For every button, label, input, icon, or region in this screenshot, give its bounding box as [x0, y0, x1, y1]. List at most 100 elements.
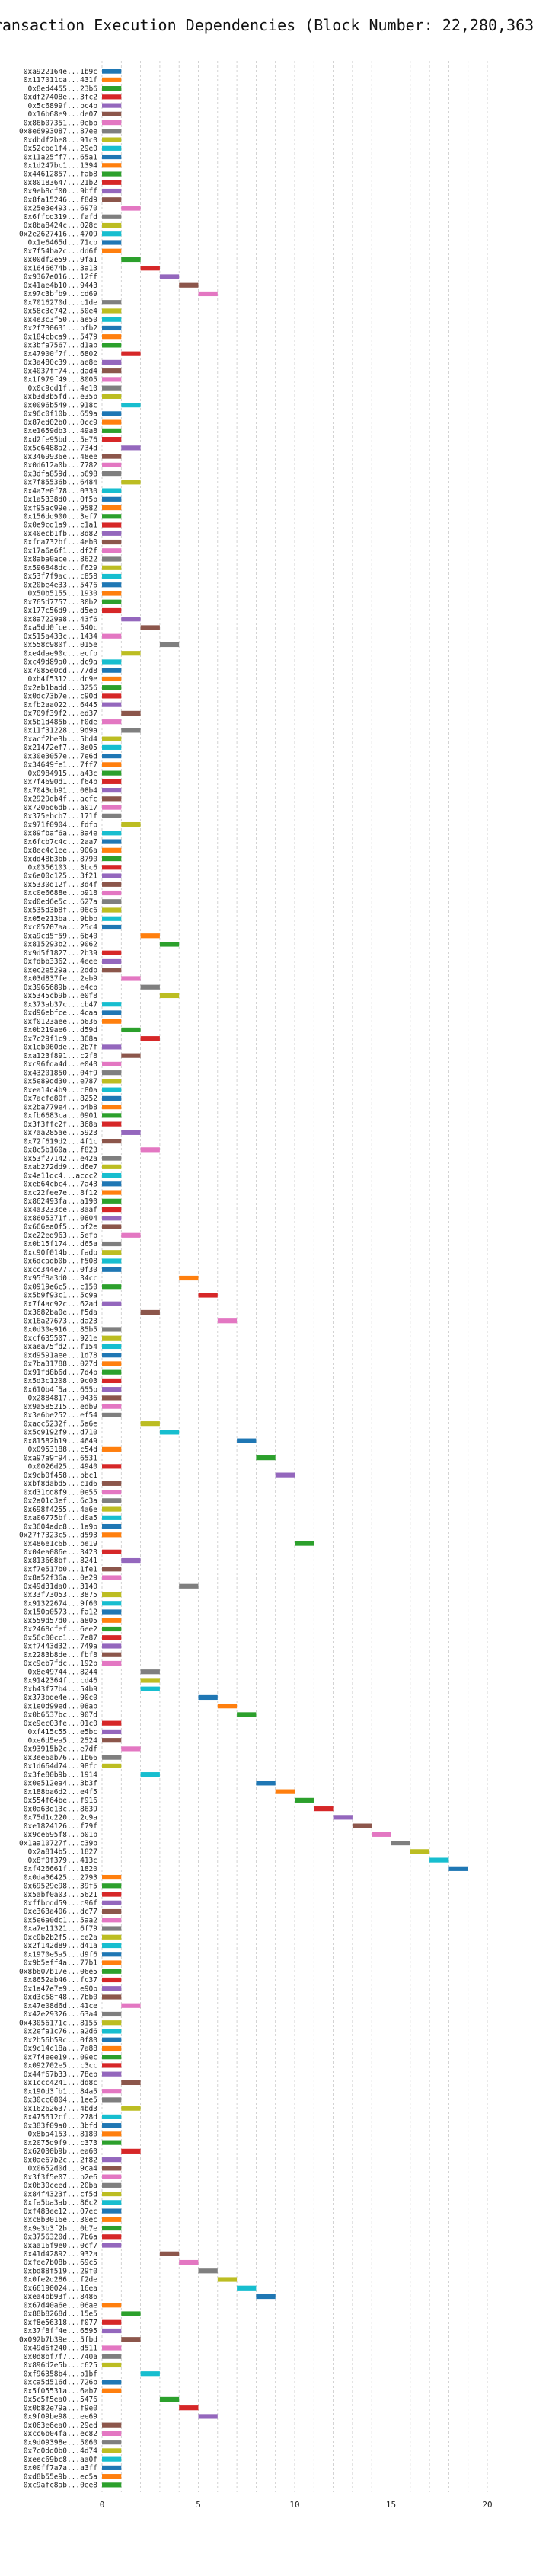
y-tick-label: 0xd9591aee...1d78 — [24, 1351, 98, 1360]
bar — [140, 1678, 160, 1683]
y-tick-label: 0x1ccc4241...dd8c — [24, 2079, 97, 2087]
y-tick-label: 0x7f4eee19...09ec — [24, 2053, 97, 2061]
bar — [121, 651, 141, 656]
bar — [314, 1806, 334, 1812]
bar — [217, 2277, 238, 2282]
y-tick-label: 0x1e6465d...71cb — [27, 239, 97, 247]
bar — [102, 377, 122, 382]
bar — [102, 1960, 122, 1965]
y-tick-label: 0x815293b2...9062 — [24, 941, 97, 949]
y-tick-label: 0xc90f014b...fadb — [24, 1248, 98, 1257]
y-tick-label: 0x87ed02b0...0cc9 — [24, 419, 98, 427]
y-tick-label: 0x156dd900...3ef7 — [24, 513, 97, 521]
y-tick-label: 0x0d8bf7f7...740a — [24, 2353, 97, 2361]
bar — [102, 685, 122, 690]
bar — [102, 1327, 122, 1332]
bar — [102, 1523, 122, 1529]
y-tick-label: 0x8ba8424c...028c — [24, 222, 97, 230]
y-tick-label: 0x1d247bc1...1394 — [24, 162, 98, 171]
y-tick-label: 0x8b607b17e...06e5 — [19, 1968, 97, 1976]
bar — [159, 1430, 180, 1435]
bar — [102, 154, 122, 160]
y-tick-label: 0x862493fa...a190 — [24, 1197, 98, 1206]
bar — [102, 2354, 122, 2359]
y-tick-label: 0x49d6f240...d511 — [24, 2345, 98, 2353]
y-tick-label: 0xf0123aee...b636 — [24, 1018, 98, 1026]
bar — [102, 2303, 122, 2308]
bar — [102, 231, 122, 237]
y-tick-label: 0x063e6ea0...29ed — [24, 2421, 97, 2430]
bar — [102, 2114, 122, 2119]
y-tick-label: 0xb4f5312...dc9e — [27, 675, 97, 684]
y-tick-label: 0xeb64cbc4...7a43 — [24, 1181, 97, 1189]
bar — [102, 796, 122, 802]
y-tick-label: 0x5e6a0dc1...5aa2 — [24, 1916, 97, 1924]
y-tick-label: 0xb43f77b4...54b9 — [24, 1685, 98, 1694]
bar — [102, 2157, 122, 2163]
y-tick-label: 0x47e08d6d...41ce — [24, 2002, 98, 2010]
y-tick-label: 0x0984915...a43c — [27, 770, 97, 778]
bar — [102, 2191, 122, 2197]
y-tick-label: 0x17a6a6f1...df2f — [24, 547, 97, 555]
y-tick-label: 0xfca732bf...4eb0 — [24, 538, 98, 547]
y-tick-label: 0x40ecb1fb...8d82 — [24, 530, 97, 538]
y-tick-label: 0xd8b55e9b...ec5a — [24, 2472, 97, 2481]
bar — [179, 282, 199, 288]
bar — [102, 394, 122, 399]
y-tick-label: 0xa9cd5f59...6b40 — [24, 932, 98, 940]
y-tick-label: 0x7085e0cd...77d8 — [24, 667, 98, 675]
bar — [140, 2371, 160, 2377]
y-tick-label: 0xf95ac99e...9582 — [24, 504, 97, 512]
bar — [102, 454, 122, 459]
y-tick-label: 0x1a47e7e9...e90b — [24, 1985, 98, 1993]
bar — [102, 1934, 122, 1940]
y-tick-label: 0xf7443d32...749a — [24, 1643, 97, 1651]
bar — [102, 334, 122, 340]
bar — [102, 693, 122, 699]
bar — [102, 2225, 122, 2231]
y-tick-label: 0x34649fe1...7ff7 — [24, 761, 97, 770]
y-tick-label: 0x0d612a0b...7782 — [24, 461, 97, 470]
y-tick-label: 0x3fe80b9b...1914 — [24, 1771, 98, 1779]
bar — [256, 2294, 276, 2300]
y-tick-label: 0x486e1c6b...be19 — [24, 1540, 98, 1548]
y-tick-label: 0x596848dc...f629 — [24, 564, 98, 572]
bar — [102, 308, 122, 314]
bar — [140, 1772, 160, 1777]
y-tick-label: 0x3e6be252...ef54 — [24, 1411, 98, 1420]
bar — [102, 2045, 122, 2052]
bar — [102, 1515, 122, 1520]
y-tick-label: 0x7f4ac92c...62ad — [24, 1300, 97, 1309]
bar — [102, 428, 122, 433]
bar — [102, 2123, 122, 2128]
bar — [102, 1267, 122, 1272]
bar — [102, 1635, 122, 1640]
y-tick-label: 0x11f31228...9d9a — [24, 727, 97, 735]
bar — [102, 2174, 122, 2179]
y-tick-label: 0xab272dd9...d6e7 — [24, 1163, 97, 1172]
bar — [102, 1181, 122, 1187]
y-tick-label: 0x2efa1c76...a2d6 — [24, 2028, 98, 2036]
bar — [102, 659, 122, 665]
bar — [391, 1840, 410, 1846]
y-tick-label: 0x88b8268d...15e5 — [24, 2310, 97, 2319]
bar — [102, 831, 122, 836]
bar — [102, 1216, 122, 1221]
y-tick-label: 0x177c56d9...d5eb — [24, 607, 98, 615]
y-tick-label: 0x9a585215...edb9 — [24, 1403, 98, 1411]
y-tick-label: 0xcf635507...921e — [24, 1334, 98, 1343]
bar — [102, 762, 122, 767]
y-tick-label: 0xc9eb7fdc...192b — [24, 1659, 98, 1668]
bar — [217, 1318, 238, 1324]
y-tick-label: 0x0b219ae6...d59d — [24, 1026, 97, 1035]
bar — [140, 1421, 160, 1427]
bar — [102, 856, 122, 862]
bar — [102, 214, 122, 219]
y-tick-label: 0x33f73053...3875 — [24, 1591, 97, 1599]
y-tick-label: 0x813668bf...8241 — [24, 1557, 98, 1565]
bar — [102, 197, 122, 202]
y-tick-label: 0x373bde4e...90c0 — [24, 1694, 98, 1702]
bar — [102, 368, 122, 374]
x-tick-labels: 0 5 10 15 20 — [100, 2500, 493, 2510]
y-tick-label: 0x9142364f...cd46 — [24, 1677, 98, 1685]
